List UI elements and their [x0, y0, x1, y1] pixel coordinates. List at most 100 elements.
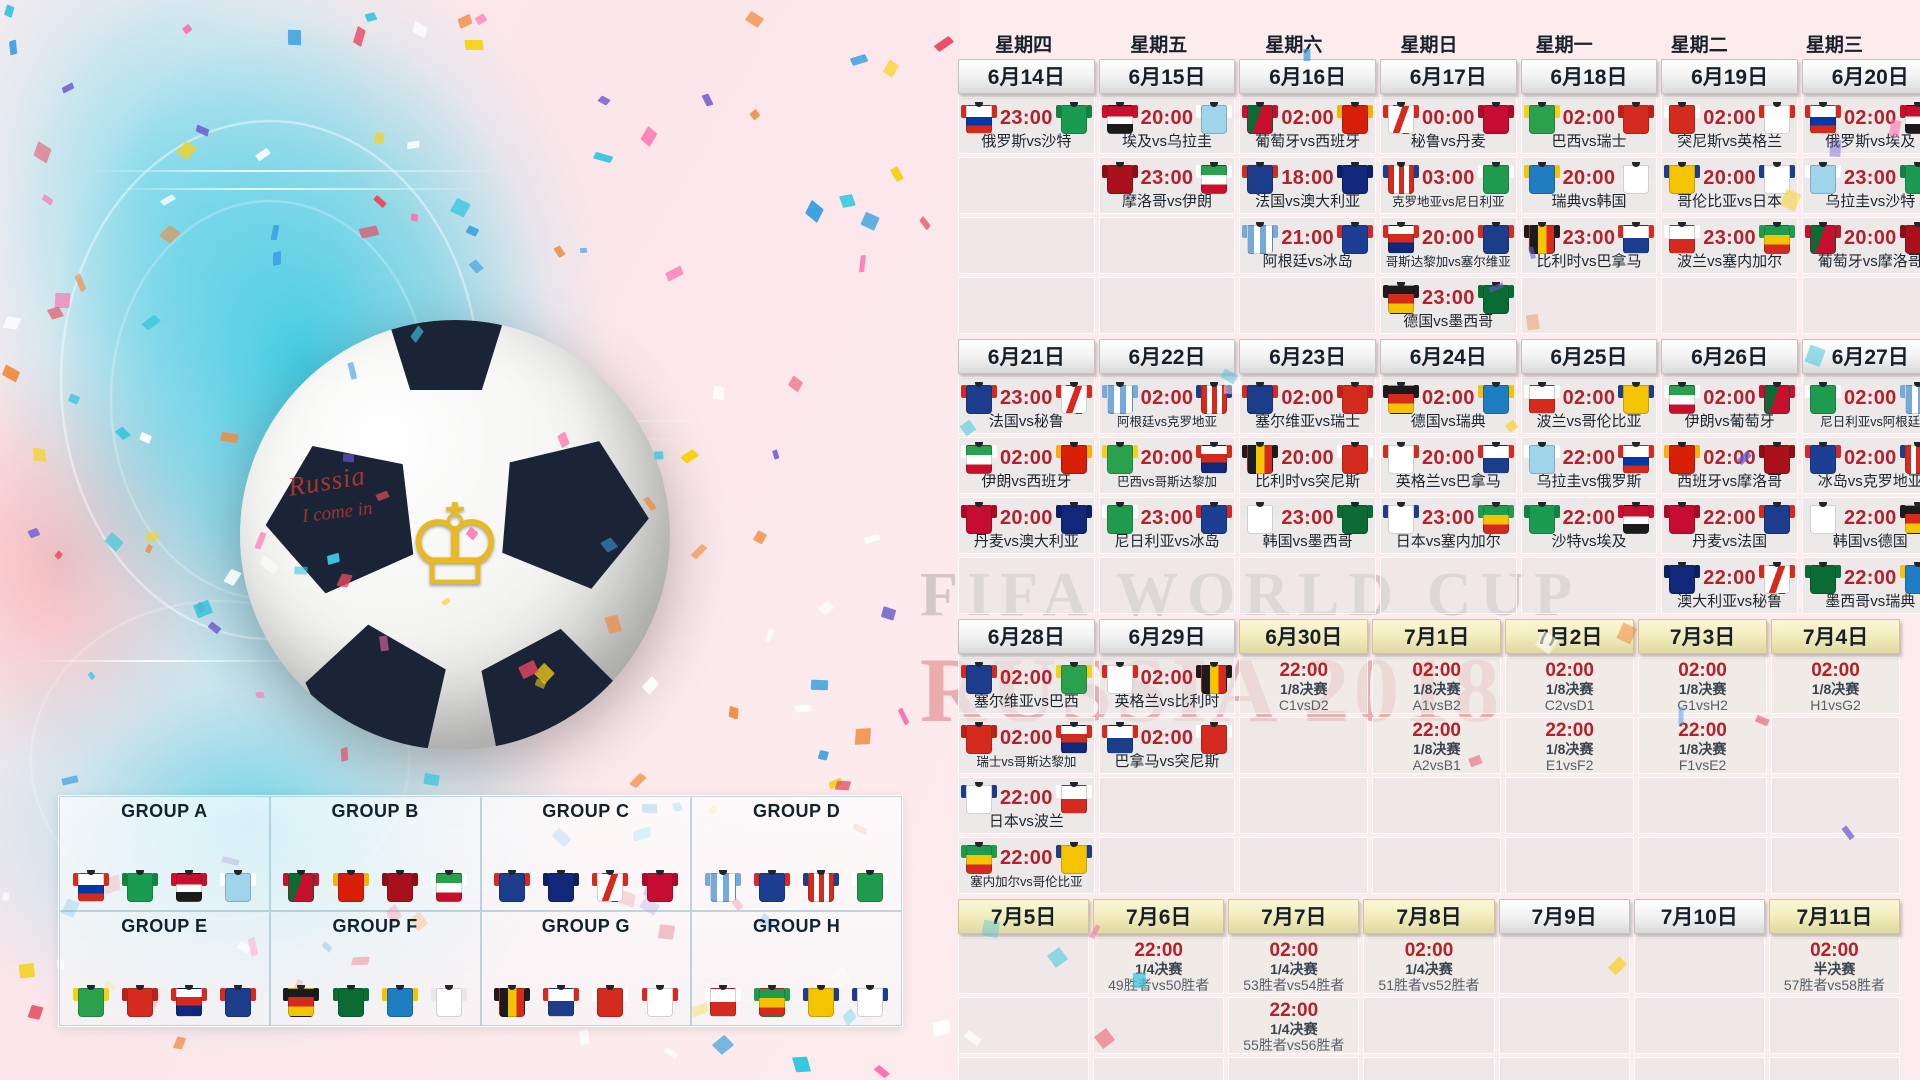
knockout-match-cell[interactable]: 02:00 半决赛 57胜者vs58胜者 — [1768, 937, 1900, 994]
date-header-6月16日[interactable]: 6月16日 — [1239, 59, 1376, 94]
date-header-7月9日[interactable]: 7月9日 — [1498, 899, 1630, 934]
knockout-match-cell[interactable]: 22:00 1/8决赛 E1vsF2 — [1505, 717, 1635, 774]
date-header-6月26日[interactable]: 6月26日 — [1661, 339, 1798, 374]
date-header-6月24日[interactable]: 6月24日 — [1379, 339, 1517, 374]
date-header-6月18日[interactable]: 6月18日 — [1520, 59, 1658, 94]
group-match-cell[interactable]: 23:00 法国vs秘鲁 — [958, 377, 1095, 434]
group-match-cell[interactable]: 23:00 俄罗斯vs沙特 — [958, 97, 1095, 154]
date-header-7月5日[interactable]: 7月5日 — [958, 899, 1090, 934]
date-header-6月28日[interactable]: 6月28日 — [958, 619, 1095, 654]
date-header-6月27日[interactable]: 6月27日 — [1801, 339, 1920, 374]
group-match-cell[interactable]: 02:00 伊朗vs葡萄牙 — [1661, 377, 1798, 434]
group-match-cell[interactable]: 02:00 巴西vs瑞士 — [1520, 97, 1658, 154]
group-match-cell[interactable]: 21:00 阿根廷vs冰岛 — [1239, 217, 1376, 274]
group-match-cell[interactable]: 23:00 乌拉圭vs沙特 — [1801, 157, 1920, 214]
date-header-6月23日[interactable]: 6月23日 — [1239, 339, 1376, 374]
group-match-cell[interactable]: 20:00 英格兰vs巴拿马 — [1379, 437, 1517, 494]
group-match-cell[interactable]: 20:00 埃及vs乌拉圭 — [1098, 97, 1236, 154]
group-match-cell[interactable]: 20:00 哥伦比亚vs日本 — [1661, 157, 1798, 214]
group-match-cell[interactable]: 22:00 沙特vs埃及 — [1520, 497, 1658, 554]
group-match-cell[interactable]: 02:00 尼日利亚vs阿根廷 — [1801, 377, 1920, 434]
date-header-7月10日[interactable]: 7月10日 — [1633, 899, 1765, 934]
group-match-cell[interactable]: 23:00 比利时vs巴拿马 — [1520, 217, 1658, 274]
knockout-match-cell[interactable]: 02:00 1/8决赛 H1vsG2 — [1771, 657, 1900, 714]
date-header-6月22日[interactable]: 6月22日 — [1098, 339, 1236, 374]
group-match-cell[interactable]: 02:00 瑞士vs哥斯达黎加 — [958, 717, 1095, 774]
knockout-match-cell[interactable]: 22:00 1/4决赛 49胜者vs50胜者 — [1093, 937, 1225, 994]
group-match-cell[interactable]: 18:00 法国vs澳大利亚 — [1239, 157, 1376, 214]
group-match-cell[interactable]: 02:00 塞尔维亚vs瑞士 — [1239, 377, 1376, 434]
group-match-cell[interactable]: 02:00 塞尔维亚vs巴西 — [958, 657, 1095, 714]
group-match-cell[interactable]: 20:00 巴西vs哥斯达黎加 — [1098, 437, 1236, 494]
knockout-match-cell[interactable]: 22:00 1/8决赛 A2vsB1 — [1372, 717, 1502, 774]
group-match-cell[interactable]: 02:00 冰岛vs克罗地亚 — [1801, 437, 1920, 494]
group-cell-group-f[interactable]: GROUP F — [269, 911, 481, 1026]
group-match-cell[interactable]: 23:00 尼日利亚vs冰岛 — [1098, 497, 1236, 554]
date-header-6月19日[interactable]: 6月19日 — [1661, 59, 1798, 94]
date-header-6月17日[interactable]: 6月17日 — [1379, 59, 1517, 94]
date-header-7月8日[interactable]: 7月8日 — [1363, 899, 1495, 934]
date-header-7月1日[interactable]: 7月1日 — [1372, 619, 1502, 654]
group-match-cell[interactable]: 02:00 英格兰vs比利时 — [1098, 657, 1236, 714]
group-match-cell[interactable]: 02:00 波兰vs哥伦比亚 — [1520, 377, 1658, 434]
date-header-6月21日[interactable]: 6月21日 — [958, 339, 1095, 374]
group-match-cell[interactable]: 23:00 韩国vs墨西哥 — [1239, 497, 1376, 554]
team-shirt-icon-portugal — [1758, 380, 1795, 416]
group-match-cell[interactable]: 22:00 丹麦vs法国 — [1661, 497, 1798, 554]
knockout-match-cell[interactable]: 02:00 1/4决赛 53胜者vs54胜者 — [1228, 937, 1360, 994]
group-match-cell[interactable]: 23:00 德国vs墨西哥 — [1379, 277, 1517, 334]
knockout-match-cell[interactable]: 22:00 1/8决赛 F1vsE2 — [1638, 717, 1768, 774]
group-cell-group-g[interactable]: GROUP G — [480, 911, 692, 1026]
confetti-piece — [788, 375, 803, 393]
group-match-cell[interactable]: 20:00 比利时vs突尼斯 — [1239, 437, 1376, 494]
date-header-6月29日[interactable]: 6月29日 — [1098, 619, 1236, 654]
date-header-7月11日[interactable]: 7月11日 — [1768, 899, 1900, 934]
knockout-match-cell[interactable]: 02:00 1/8决赛 A1vsB2 — [1372, 657, 1502, 714]
group-match-cell[interactable]: 22:00 日本vs波兰 — [958, 777, 1095, 834]
group-match-cell[interactable]: 00:00 秘鲁vs丹麦 — [1379, 97, 1517, 154]
group-match-cell[interactable]: 22:00 韩国vs德国 — [1801, 497, 1920, 554]
group-match-cell[interactable]: 20:00 哥斯达黎加vs塞尔维亚 — [1379, 217, 1517, 274]
group-match-cell[interactable]: 20:00 瑞典vs韩国 — [1520, 157, 1658, 214]
date-header-6月30日[interactable]: 6月30日 — [1239, 619, 1369, 654]
group-match-cell[interactable]: 03:00 克罗地亚vs尼日利亚 — [1379, 157, 1517, 214]
knockout-match-cell[interactable]: 02:00 1/8决赛 G1vsH2 — [1638, 657, 1768, 714]
group-match-cell[interactable]: 22:00 乌拉圭vs俄罗斯 — [1520, 437, 1658, 494]
knockout-match-cell[interactable]: 22:00 1/8决赛 C1vsD2 — [1239, 657, 1369, 714]
group-match-cell[interactable]: 02:00 俄罗斯vs埃及 — [1801, 97, 1920, 154]
group-match-cell[interactable]: 20:00 葡萄牙vs摩洛哥 — [1801, 217, 1920, 274]
group-match-cell[interactable]: 02:00 突尼斯vs英格兰 — [1661, 97, 1798, 154]
group-match-cell[interactable]: 02:00 葡萄牙vs西班牙 — [1239, 97, 1376, 154]
group-match-cell[interactable]: 02:00 西班牙vs摩洛哥 — [1661, 437, 1798, 494]
date-header-7月2日[interactable]: 7月2日 — [1505, 619, 1635, 654]
group-match-cell[interactable]: 22:00 澳大利亚vs秘鲁 — [1661, 557, 1798, 614]
date-header-7月6日[interactable]: 7月6日 — [1093, 899, 1225, 934]
match-time: 02:00 — [1703, 446, 1756, 469]
group-cell-group-c[interactable]: GROUP C — [480, 796, 692, 911]
date-header-7月3日[interactable]: 7月3日 — [1638, 619, 1768, 654]
date-header-6月25日[interactable]: 6月25日 — [1520, 339, 1658, 374]
group-match-cell[interactable]: 23:00 摩洛哥vs伊朗 — [1098, 157, 1236, 214]
date-header-6月14日[interactable]: 6月14日 — [958, 59, 1095, 94]
group-match-cell[interactable]: 02:00 阿根廷vs克罗地亚 — [1098, 377, 1236, 434]
group-cell-group-d[interactable]: GROUP D — [691, 796, 902, 911]
date-header-6月20日[interactable]: 6月20日 — [1801, 59, 1920, 94]
group-match-cell[interactable]: 22:00 墨西哥vs瑞典 — [1801, 557, 1920, 614]
knockout-match-cell[interactable]: 02:00 1/8决赛 C2vsD1 — [1505, 657, 1635, 714]
group-match-cell[interactable]: 20:00 丹麦vs澳大利亚 — [958, 497, 1095, 554]
knockout-match-cell[interactable]: 22:00 1/4决赛 55胜者vs56胜者 — [1228, 997, 1360, 1054]
group-cell-group-e[interactable]: GROUP E — [59, 911, 270, 1026]
group-match-cell[interactable]: 23:00 波兰vs塞内加尔 — [1661, 217, 1798, 274]
date-header-7月7日[interactable]: 7月7日 — [1228, 899, 1360, 934]
group-match-cell[interactable]: 02:00 伊朗vs西班牙 — [958, 437, 1095, 494]
group-cell-group-b[interactable]: GROUP B — [269, 796, 481, 911]
date-header-6月15日[interactable]: 6月15日 — [1098, 59, 1236, 94]
group-match-cell[interactable]: 23:00 日本vs塞内加尔 — [1379, 497, 1517, 554]
group-match-cell[interactable]: 02:00 德国vs瑞典 — [1379, 377, 1517, 434]
group-cell-group-h[interactable]: GROUP H — [691, 911, 902, 1026]
group-match-cell[interactable]: 22:00 塞内加尔vs哥伦比亚 — [958, 837, 1095, 894]
date-header-7月4日[interactable]: 7月4日 — [1771, 619, 1900, 654]
group-match-cell[interactable]: 02:00 巴拿马vs突尼斯 — [1098, 717, 1236, 774]
group-cell-group-a[interactable]: GROUP A — [59, 796, 270, 911]
knockout-match-cell[interactable]: 02:00 1/4决赛 51胜者vs52胜者 — [1363, 937, 1495, 994]
